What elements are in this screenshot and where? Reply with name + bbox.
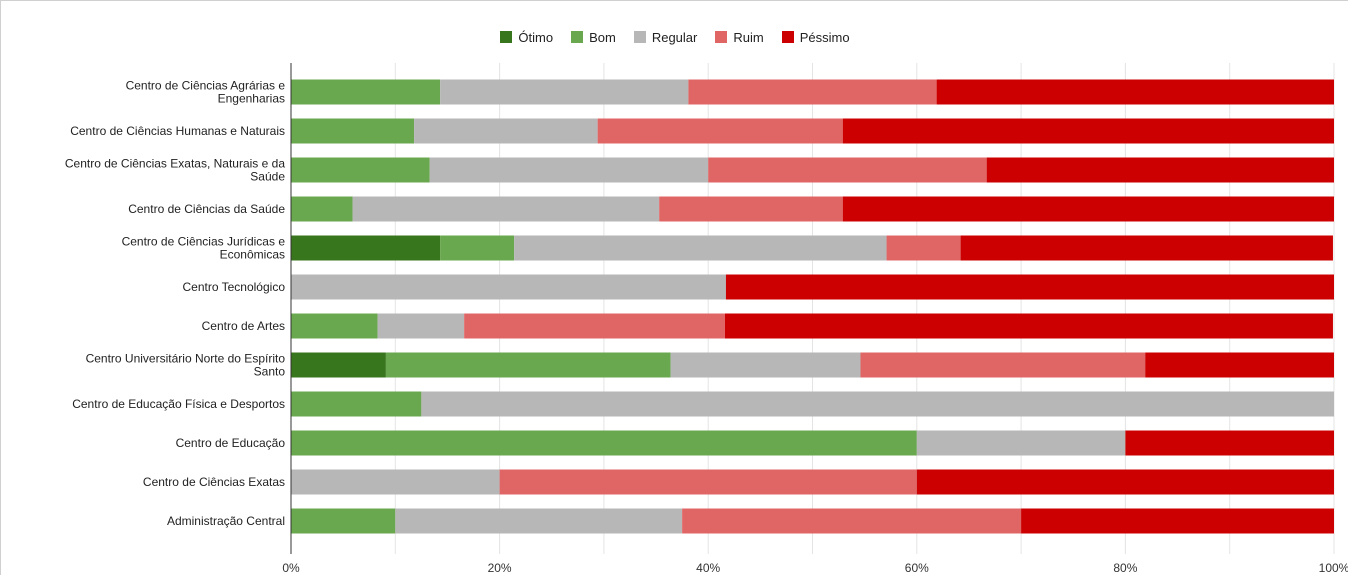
bar-segment bbox=[725, 274, 1334, 300]
category-label: Centro de Artes bbox=[202, 319, 285, 333]
legend-swatch bbox=[715, 31, 728, 43]
category-label: Centro Universitário Norte do Espírito Sa… bbox=[86, 352, 286, 379]
bar-segment bbox=[291, 235, 441, 261]
legend-item: Bom bbox=[571, 30, 616, 45]
bar-segment bbox=[385, 352, 671, 378]
category-label: Centro de Ciências Exatas bbox=[143, 475, 285, 489]
bar-segment bbox=[682, 508, 1022, 534]
category-label-line: Engenharias bbox=[218, 92, 285, 106]
category-label: Centro de Ciências da Saúde bbox=[128, 202, 285, 216]
category-label-line: Centro de Educação Física e Desportos bbox=[72, 397, 285, 411]
bar-segment bbox=[291, 274, 726, 300]
legend-label: Regular bbox=[651, 29, 698, 45]
bar-segment bbox=[936, 79, 1334, 105]
bar-segment bbox=[352, 196, 660, 222]
bar-segment bbox=[291, 196, 353, 222]
category-label: Centro de Ciências Exatas, Naturais e da… bbox=[65, 157, 285, 184]
legend-item: Regular bbox=[633, 29, 698, 45]
bar-segment bbox=[916, 430, 1126, 456]
x-tick-label: 0% bbox=[282, 561, 300, 575]
bar-segment bbox=[291, 313, 378, 339]
category-label-line: Administração Central bbox=[167, 514, 285, 528]
category-label-line: Saúde bbox=[250, 170, 285, 184]
x-tick-label: 20% bbox=[488, 561, 512, 575]
category-label-line: Centro de Ciências Humanas e Naturais bbox=[70, 124, 285, 138]
legend-label: Péssimo bbox=[799, 29, 850, 45]
legend-item: Ruim bbox=[715, 29, 764, 45]
category-label-line: Centro de Ciências Agrárias e bbox=[126, 79, 286, 93]
bar-segment bbox=[1125, 430, 1334, 456]
legend-label: Bom bbox=[589, 29, 616, 45]
bar-segment bbox=[688, 79, 937, 105]
bar-segment bbox=[670, 352, 861, 378]
legend-swatch bbox=[633, 31, 646, 43]
category-label-line: Centro Universitário Norte do Espírito bbox=[86, 352, 286, 366]
bar-segment bbox=[291, 352, 386, 378]
bar-segment bbox=[291, 79, 441, 105]
bar-segment bbox=[842, 196, 1334, 222]
chart-legend: Ótimo Bom Regular Ruim Péssimo bbox=[1, 28, 1348, 46]
category-label-line: Econômicas bbox=[220, 248, 285, 262]
category-label-line: Santo bbox=[254, 365, 286, 379]
bar-segment bbox=[291, 430, 917, 456]
category-label: Centro de Ciências Jurídicas e Econômicas bbox=[122, 235, 286, 262]
bar-segment bbox=[708, 157, 987, 183]
x-tick-label: 80% bbox=[1113, 561, 1137, 575]
legend-label: Ruim bbox=[733, 29, 764, 45]
bar-segment bbox=[860, 352, 1146, 378]
bar-segment bbox=[291, 391, 422, 417]
category-label: Administração Central bbox=[167, 514, 285, 528]
legend-swatch bbox=[571, 31, 584, 43]
legend-item: Péssimo bbox=[781, 29, 850, 45]
legend-swatch bbox=[781, 31, 794, 43]
bar-segment bbox=[659, 196, 843, 222]
category-label: Centro de Ciências Agrárias e Engenharias bbox=[126, 79, 286, 106]
bar-segment bbox=[724, 313, 1333, 339]
bar-segment bbox=[597, 118, 843, 144]
bar-segment bbox=[1145, 352, 1334, 378]
category-label-line: Centro de Artes bbox=[202, 319, 285, 333]
bar-segment bbox=[886, 235, 961, 261]
bar-segment bbox=[421, 391, 1334, 417]
x-tick-label: 40% bbox=[696, 561, 720, 575]
category-label-line: Centro Tecnológico bbox=[182, 280, 285, 294]
bar-segment bbox=[440, 79, 689, 105]
category-label-line: Centro de Ciências Exatas bbox=[143, 475, 285, 489]
x-tick-label: 60% bbox=[905, 561, 929, 575]
category-label: Centro de Educação bbox=[176, 436, 286, 450]
bar-segment bbox=[986, 157, 1334, 183]
bar-segment bbox=[429, 157, 709, 183]
bar-segment bbox=[960, 235, 1333, 261]
bar-segment bbox=[414, 118, 598, 144]
category-label-line: Centro de Ciências Jurídicas e bbox=[122, 235, 286, 249]
bar-segment bbox=[291, 157, 430, 183]
bar-segment bbox=[1021, 508, 1334, 534]
category-label-line: Centro de Ciências Exatas, Naturais e da bbox=[65, 157, 285, 171]
bar-segment bbox=[440, 235, 515, 261]
x-tick-label: 100% bbox=[1319, 561, 1348, 575]
bar-segment bbox=[395, 508, 683, 534]
category-label: Centro Tecnológico bbox=[182, 280, 285, 294]
bar-segment bbox=[916, 469, 1334, 495]
bar-segment bbox=[464, 313, 725, 339]
legend-item: Ótimo bbox=[500, 30, 553, 45]
bar-segment bbox=[842, 118, 1334, 144]
category-label: Centro de Educação Física e Desportos bbox=[72, 397, 285, 411]
bar-segment bbox=[499, 469, 917, 495]
bar-segment bbox=[291, 508, 396, 534]
category-label: Centro de Ciências Humanas e Naturais bbox=[70, 124, 285, 138]
legend-swatch bbox=[500, 31, 513, 43]
bar-segment bbox=[377, 313, 465, 339]
category-label-line: Centro de Ciências da Saúde bbox=[128, 202, 285, 216]
category-label-line: Centro de Educação bbox=[176, 436, 286, 450]
bar-segment bbox=[291, 118, 415, 144]
bar-segment bbox=[291, 469, 500, 495]
bar-segment bbox=[514, 235, 887, 261]
legend-label: Ótimo bbox=[518, 29, 554, 45]
